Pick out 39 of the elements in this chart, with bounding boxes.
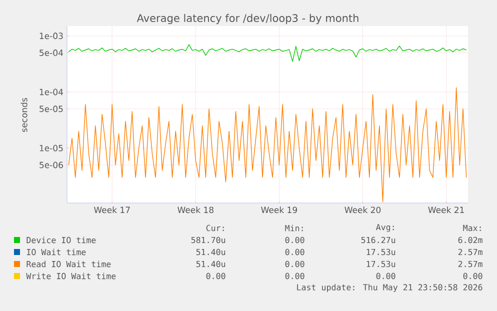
y-axis-title: seconds	[20, 98, 28, 132]
legend-label: Write IO Wait time	[26, 272, 116, 280]
text: Min:	[285, 224, 303, 232]
text: 0.00	[463, 272, 482, 280]
text: 0.00	[285, 260, 304, 268]
legend-label: IO Wait time	[27, 248, 86, 256]
text: Max:	[463, 224, 481, 232]
y-tick-label: 1e-05	[40, 144, 63, 152]
y-tick-label: 5e-06	[40, 162, 63, 168]
text: 51.40u	[196, 248, 226, 256]
y-tick-label: 5e-05	[40, 106, 63, 112]
y-tick-label: 5e-04	[40, 50, 63, 56]
text: Last update: Thu May 21 23:50:58 2026	[297, 284, 482, 292]
x-tick-label: Week 18	[178, 206, 214, 214]
text: Avg:	[376, 224, 394, 232]
text: 0.00	[376, 272, 396, 280]
text: 516.27u	[361, 236, 396, 244]
text: Cur:	[206, 224, 224, 232]
x-tick-label: Week 20	[344, 206, 381, 214]
y-tick-label: 1e-04	[40, 88, 63, 96]
y-tick-label: 1e-03	[40, 32, 63, 40]
line-series	[68, 44, 467, 62]
text: 17.53u	[366, 260, 396, 268]
text: 0.00	[206, 272, 226, 280]
text: 17.53u	[366, 248, 396, 256]
legend-label: Read IO Wait time	[26, 260, 111, 268]
chart-title: Average latency for /dev/loop3 - by month	[136, 14, 358, 24]
legend-label: Device IO time	[26, 236, 96, 244]
text: 0.00	[285, 272, 304, 280]
text: 2.57m	[458, 248, 482, 256]
x-tick-label: Week 19	[261, 206, 297, 214]
text: 0.00	[285, 248, 304, 256]
text: 2.57m	[458, 260, 482, 268]
text: 581.70u	[191, 236, 226, 244]
text: 6.02m	[458, 236, 482, 244]
x-tick-label: Week 21	[428, 206, 464, 214]
text: 0.00	[285, 236, 304, 244]
text: 51.40u	[196, 260, 226, 268]
x-tick-label: Week 17	[94, 206, 130, 214]
